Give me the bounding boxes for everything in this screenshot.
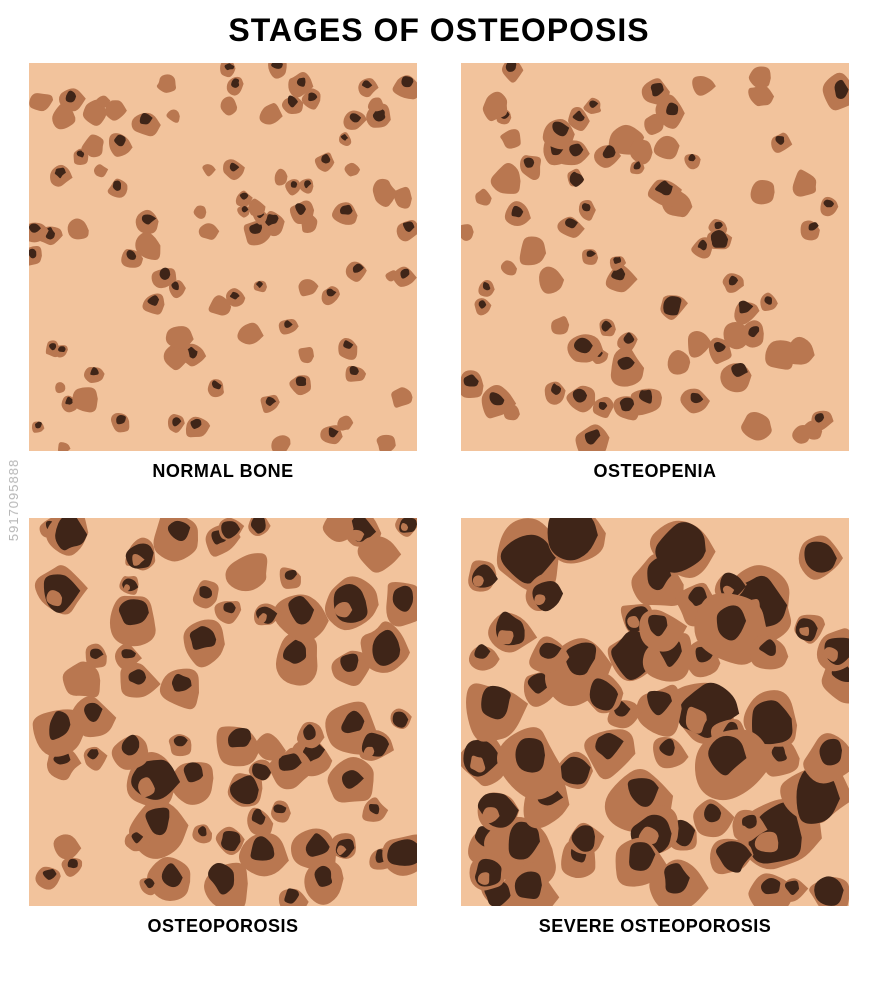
panel-cell-osteoporosis: OSTEOPOROSIS [29, 518, 417, 937]
panel-grid: NORMAL BONE OSTEOPENIA OSTEOPOROSIS SEVE… [29, 63, 849, 937]
bone-panel [461, 63, 849, 451]
panel-cell-severe: SEVERE OSTEOPOROSIS [461, 518, 849, 937]
panel-cell-osteopenia: OSTEOPENIA [461, 63, 849, 482]
watermark-text: 5917095888 [6, 459, 21, 541]
bone-panel [461, 518, 849, 906]
panel-caption: SEVERE OSTEOPOROSIS [539, 916, 772, 937]
panel-caption: OSTEOPENIA [593, 461, 716, 482]
page-title: STAGES OF OSTEOPOSIS [228, 12, 649, 49]
panel-caption: OSTEOPOROSIS [147, 916, 298, 937]
panel-caption: NORMAL BONE [152, 461, 293, 482]
bone-panel [29, 518, 417, 906]
bone-panel [29, 63, 417, 451]
panel-cell-normal: NORMAL BONE [29, 63, 417, 482]
